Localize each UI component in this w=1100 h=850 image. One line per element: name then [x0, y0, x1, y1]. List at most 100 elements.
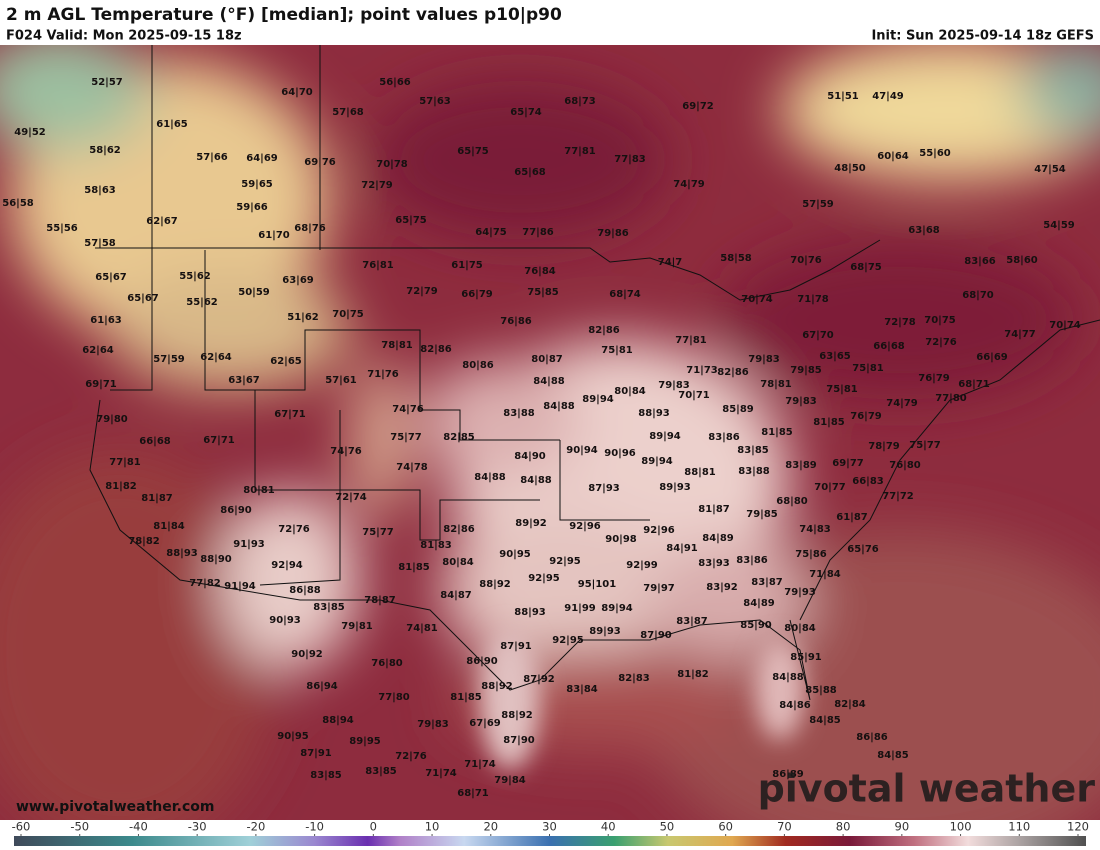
point-value: 55|56 — [46, 223, 78, 234]
point-value: 85|89 — [722, 404, 754, 415]
point-value: 49|52 — [14, 127, 46, 138]
point-value: 65|75 — [395, 215, 427, 226]
point-value: 92|99 — [626, 560, 658, 571]
point-value: 72|74 — [335, 492, 367, 503]
point-value: 65|67 — [127, 293, 159, 304]
colorbar-tick-label: 60 — [718, 820, 733, 834]
point-value: 71|76 — [367, 369, 399, 380]
point-value: 89|95 — [349, 736, 381, 747]
point-value: 87|90 — [503, 735, 535, 746]
point-value: 80|84 — [784, 623, 816, 634]
point-value: 58|58 — [720, 253, 752, 264]
point-value: 72|76 — [925, 337, 957, 348]
point-value: 62|67 — [146, 216, 178, 227]
point-value: 92|95 — [549, 556, 581, 567]
point-value: 68|70 — [962, 290, 994, 301]
point-value: 84|88 — [474, 472, 506, 483]
point-value: 90|98 — [605, 534, 637, 545]
point-value: 68|71 — [457, 788, 489, 799]
point-value: 79|84 — [494, 775, 526, 786]
point-value: 85|88 — [805, 685, 837, 696]
point-value: 86|89 — [772, 769, 804, 780]
point-value: 84|85 — [877, 750, 909, 761]
point-value: 88|93 — [514, 607, 546, 618]
point-value: 75|77 — [909, 440, 941, 451]
point-value: 66|68 — [873, 341, 905, 352]
init-time: Init: Sun 2025-09-14 18z GEFS — [871, 29, 1094, 44]
point-value: 75|77 — [390, 432, 422, 443]
point-value: 88|92 — [479, 579, 511, 590]
point-value: 61|87 — [836, 512, 868, 523]
point-value: 89|94 — [649, 431, 681, 442]
point-value: 65|67 — [95, 272, 127, 283]
point-value: 84|89 — [743, 598, 775, 609]
point-value: 48|50 — [834, 163, 866, 174]
colorbar-tick-label: 120 — [1067, 820, 1089, 834]
point-value: 79|80 — [96, 414, 128, 425]
colorbar-tick-label: 80 — [836, 820, 851, 834]
point-value: 72|79 — [406, 286, 438, 297]
point-value: 69|71 — [85, 379, 117, 390]
point-value: 89|94 — [582, 394, 614, 405]
point-value: 74|78 — [396, 462, 428, 473]
point-labels: 52|57 49|52 61|65 58|62 57|66 64|69 64|70 56|66… — [2, 77, 1081, 799]
point-value: 75|86 — [795, 549, 827, 560]
colorbar-tick-label: 0 — [370, 820, 377, 834]
point-value: 83|89 — [785, 460, 817, 471]
point-value: 84|88 — [543, 401, 575, 412]
valid-time: F024 Valid: Mon 2025-09-15 18z — [6, 29, 242, 44]
point-value: 83|84 — [566, 684, 598, 695]
point-value: 77|82 — [189, 578, 221, 589]
point-value: 86|88 — [289, 585, 321, 596]
point-value: 64|75 — [475, 227, 507, 238]
point-value: 83|92 — [706, 582, 738, 593]
point-value: 50|59 — [238, 287, 270, 298]
point-value: 82|84 — [834, 699, 866, 710]
point-value: 57|68 — [332, 107, 364, 118]
point-value: 83|88 — [738, 466, 770, 477]
point-value: 88|81 — [684, 467, 716, 478]
point-value: 89|93 — [659, 482, 691, 493]
point-value: 79|83 — [658, 380, 690, 391]
point-value: 66|79 — [461, 289, 493, 300]
point-value: 82|86 — [443, 524, 475, 535]
point-value: 67|71 — [274, 409, 306, 420]
point-value: 88|93 — [638, 408, 670, 419]
point-value: 83|85 — [737, 445, 769, 456]
point-value: 87|91 — [500, 641, 532, 652]
point-value: 76|79 — [850, 411, 882, 422]
point-value: 91|94 — [224, 581, 256, 592]
point-value: 63|67 — [228, 375, 260, 386]
point-value: 67|70 — [802, 330, 834, 341]
point-value: 82|83 — [618, 673, 650, 684]
point-value: 57|58 — [84, 238, 116, 249]
point-value: 91|93 — [233, 539, 265, 550]
colorbar-tick-label: -50 — [70, 820, 89, 834]
point-value: 82|86 — [717, 367, 749, 378]
point-value: 74|7 — [658, 257, 683, 268]
point-value: 68|73 — [564, 96, 596, 107]
point-value: 74|76 — [392, 404, 424, 415]
point-value: 81|87 — [698, 504, 730, 515]
point-value: 83|86 — [708, 432, 740, 443]
point-value: 84|87 — [440, 590, 472, 601]
point-value: 82|85 — [443, 432, 475, 443]
point-value: 83|87 — [751, 577, 783, 588]
point-value: 74|83 — [799, 524, 831, 535]
colorbar-tick-label: -60 — [12, 820, 31, 834]
point-value: 76|86 — [500, 316, 532, 327]
point-value: 79|83 — [785, 396, 817, 407]
point-value: 62|65 — [270, 356, 302, 367]
colorbar-tick-label: 20 — [483, 820, 498, 834]
point-value: 81|85 — [813, 417, 845, 428]
colorbar-tick-label: -20 — [246, 820, 265, 834]
point-value: 81|85 — [761, 427, 793, 438]
point-value: 70|78 — [376, 159, 408, 170]
point-value: 63|68 — [908, 225, 940, 236]
point-value: 68|76 — [294, 223, 326, 234]
point-value: 84|90 — [514, 451, 546, 462]
point-value: 89|94 — [641, 456, 673, 467]
colorbar-tick-label: -40 — [129, 820, 148, 834]
point-value: 95|101 — [578, 579, 616, 590]
